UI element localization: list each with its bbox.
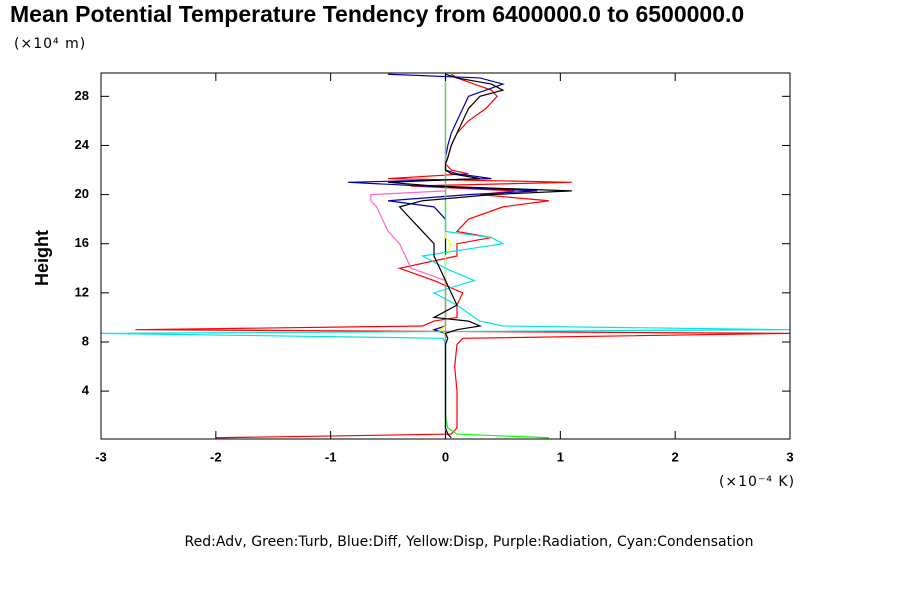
y-tick-label: 24 xyxy=(75,137,90,152)
x-tick-label: 0 xyxy=(442,449,449,464)
x-tick-label: -2 xyxy=(210,449,222,464)
y-axis-label: Height xyxy=(32,230,52,286)
profile-line xyxy=(347,73,538,438)
profile-line xyxy=(101,74,790,438)
plot-lines xyxy=(101,73,790,439)
x-tick-label: -1 xyxy=(325,449,337,464)
profile-line xyxy=(388,73,572,439)
x-tick-label: 3 xyxy=(786,449,793,464)
x-tick-label: 1 xyxy=(557,449,564,464)
y-tick-label: 12 xyxy=(75,284,89,299)
x-tick-label: -3 xyxy=(95,449,107,464)
x-unit: (×10⁻⁴ K) xyxy=(719,474,795,490)
y-unit: (×10⁴ m) xyxy=(14,36,86,52)
y-tick-label: 20 xyxy=(75,186,89,201)
y-tick-label: 4 xyxy=(82,383,90,398)
chart-title: Mean Potential Temperature Tendency from… xyxy=(10,1,744,27)
y-tick-label: 8 xyxy=(82,333,89,348)
y-tick-label: 28 xyxy=(75,88,89,103)
y-tick-label: 16 xyxy=(75,235,89,250)
caption: Red:Adv, Green:Turb, Blue:Diff, Yellow:D… xyxy=(185,534,754,550)
profile-line xyxy=(135,73,790,439)
profile-line xyxy=(432,74,549,439)
x-tick-label: 2 xyxy=(672,449,679,464)
